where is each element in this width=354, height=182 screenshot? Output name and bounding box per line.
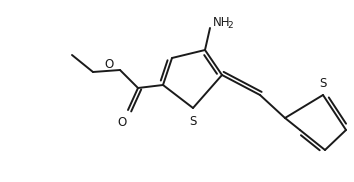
Text: S: S — [189, 115, 197, 128]
Text: O: O — [118, 116, 127, 129]
Text: 2: 2 — [227, 21, 233, 29]
Text: O: O — [105, 58, 114, 72]
Text: S: S — [319, 77, 327, 90]
Text: NH: NH — [213, 15, 230, 29]
